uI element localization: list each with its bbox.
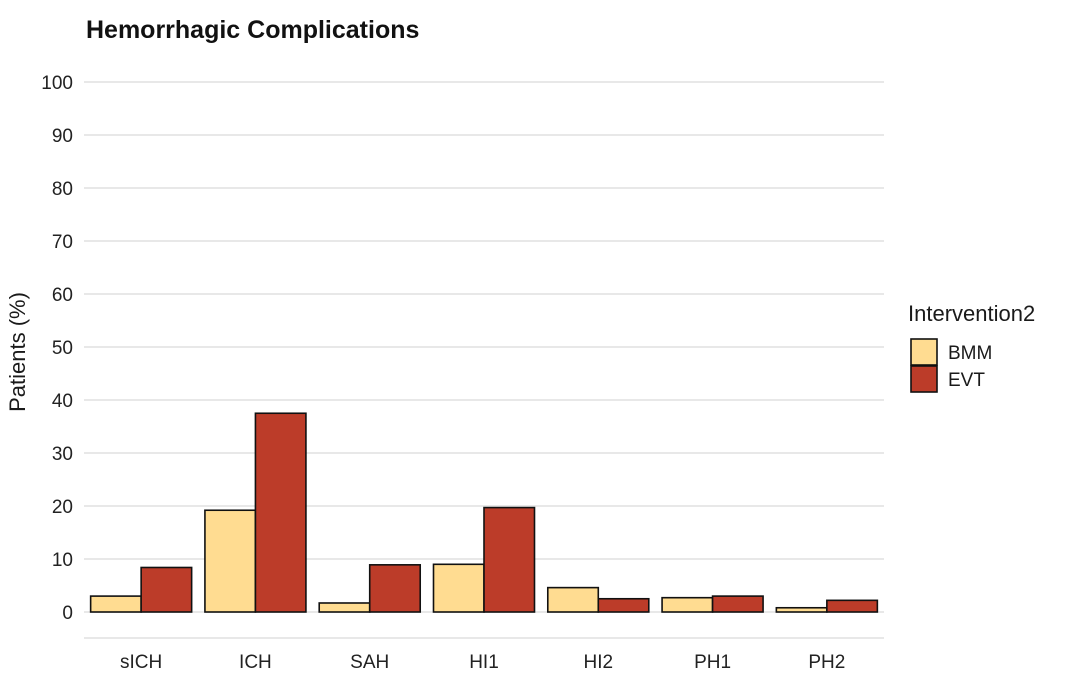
bar-evt-sah [368,564,422,613]
legend-items: BMM EVT [910,338,992,393]
bar-bmm-sah [318,602,371,613]
bar-bmm-ph1 [661,596,714,613]
bar-evt-ph2 [826,599,879,613]
bars [89,412,879,613]
legend-title: Intervention2 [908,301,1035,326]
y-tick-label: 30 [52,444,73,465]
legend-swatch-bmm [910,338,938,366]
bar-evt-hi2 [597,597,650,613]
bar-bmm-hi1 [432,563,485,613]
x-tick-label: HI1 [469,652,499,673]
y-tick-label: 20 [52,497,73,518]
y-tick-label: 0 [62,603,73,624]
bar-bmm-sich [89,595,142,613]
x-tick-label: SAH [350,652,389,673]
bar-bmm-ich [204,509,257,613]
legend-label-bmm: BMM [948,343,992,364]
x-axis-ticks: sICH ICH SAH HI1 HI2 PH1 PH2 [120,652,845,673]
bar-bmm-ph2 [775,606,828,613]
bar-evt-ph1 [711,595,764,613]
legend-swatch-evt [910,365,938,393]
x-tick-label: PH1 [694,652,731,673]
y-axis-ticks: 0 10 20 30 40 50 60 70 80 90 100 [41,73,73,624]
y-tick-label: 100 [41,73,73,94]
bar-evt-hi1 [483,506,536,613]
chart-title: Hemorrhagic Complications [86,16,419,44]
y-tick-label: 40 [52,391,73,412]
y-tick-label: 10 [52,550,73,571]
legend-label-evt: EVT [948,370,985,391]
x-tick-label: HI2 [583,652,613,673]
bar-evt-sich [140,566,193,613]
y-tick-label: 90 [52,126,73,147]
x-tick-label: ICH [239,652,272,673]
bar-bmm-hi2 [546,586,600,613]
y-tick-label: 50 [52,338,73,359]
x-tick-label: sICH [120,652,162,673]
y-axis-label: Patients (%) [5,292,30,412]
x-tick-label: PH2 [808,652,845,673]
y-tick-label: 80 [52,179,73,200]
legend: Intervention2 BMM EVT [908,301,1035,393]
y-tick-label: 70 [52,232,73,253]
y-tick-label: 60 [52,285,73,306]
bar-evt-ich [254,412,307,613]
